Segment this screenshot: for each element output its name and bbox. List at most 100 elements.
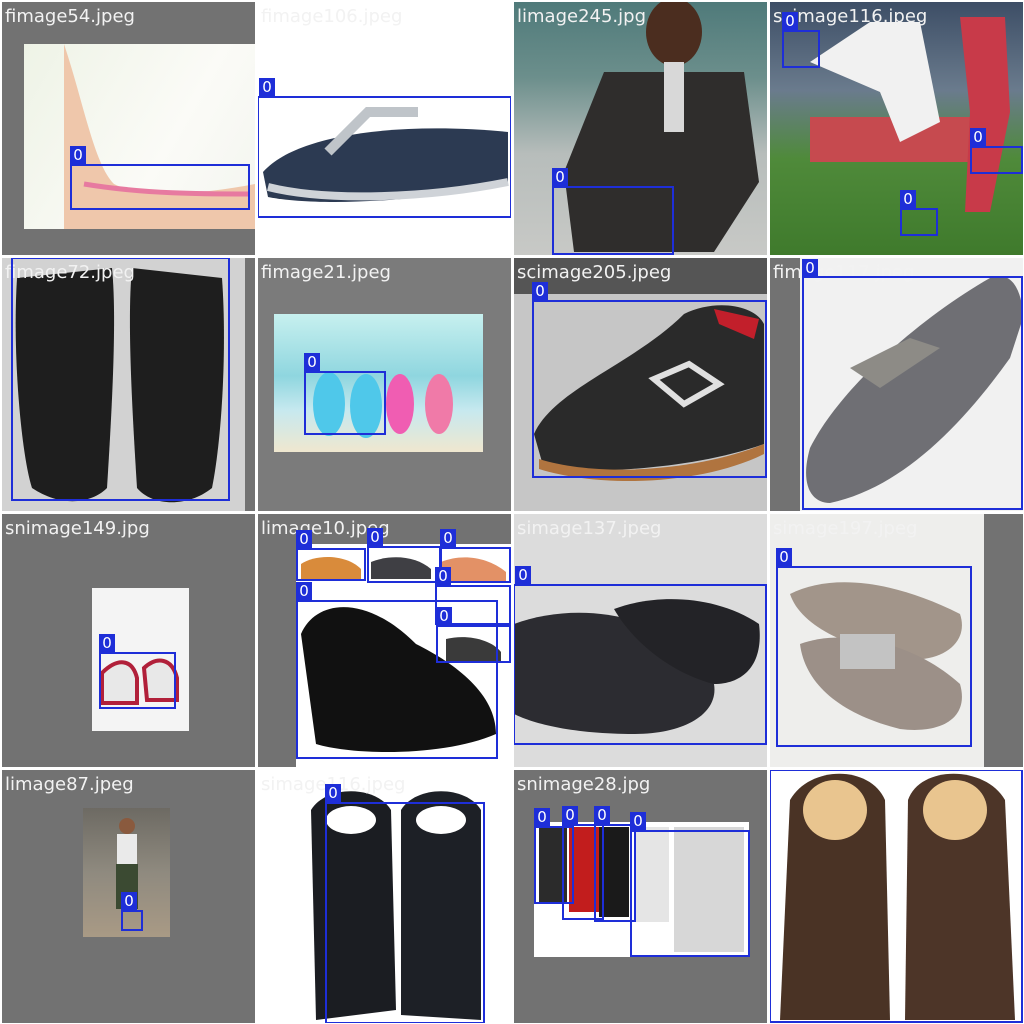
black-slides-illustration (514, 599, 760, 734)
detection-box[interactable]: 0 (296, 582, 498, 759)
detection-box[interactable]: 0 (514, 566, 767, 745)
detection-box[interactable]: 0 (440, 529, 511, 583)
class-label: 0 (900, 190, 916, 208)
detection-box[interactable]: 0 (562, 806, 604, 920)
detection-box[interactable]: 0 (258, 78, 511, 218)
tile-snimage28[interactable]: snimage28.jpg 0 0 0 0 (514, 770, 767, 1023)
detection-box[interactable]: 0 (970, 128, 1023, 174)
class-label: 0 (782, 12, 798, 30)
tile-fimage117[interactable]: fimage117.jpeg 0 (770, 258, 1023, 511)
man-in-suit-illustration (564, 2, 759, 252)
class-label: 0 (594, 806, 610, 824)
tile-brown-loafers[interactable]: 0 (770, 770, 1023, 1023)
photo (296, 770, 494, 1023)
photo (24, 44, 255, 229)
photo (258, 2, 511, 255)
tile-filename: scimage116.jpeg (773, 6, 928, 27)
tile-fimage72[interactable]: fimage72.jpeg 0 (2, 258, 255, 511)
tile-snimage149[interactable]: snimage149.jpg 0 (2, 514, 255, 767)
sneaker-rack-illustration (539, 827, 744, 952)
tile-simage116[interactable]: simage116.jpeg 0 (258, 770, 511, 1023)
sneakers-on-shirt-illustration (100, 658, 179, 705)
class-label: 0 (11, 258, 27, 259)
class-label: 0 (532, 282, 548, 300)
class-label: 0 (304, 353, 320, 371)
class-label: 0 (970, 128, 986, 146)
detection-box[interactable]: 0 (70, 146, 250, 210)
detection-box[interactable]: 0 (552, 168, 674, 255)
brown-loafers-illustration (780, 773, 1015, 1020)
detection-box[interactable]: 0 (630, 812, 750, 957)
photo (2, 258, 245, 511)
detection-box[interactable]: 0 (304, 353, 386, 435)
detection-box[interactable]: 0 (782, 12, 820, 68)
tile-scimage205[interactable]: scimage205.jpeg 0 (514, 258, 767, 511)
detection-box[interactable]: 0 (594, 806, 636, 922)
detection-box[interactable]: 0 (367, 528, 441, 583)
class-label: 0 (367, 528, 383, 546)
class-label: 0 (534, 808, 550, 826)
black-flipflops-illustration (15, 268, 224, 503)
detection-box[interactable]: 0 (11, 258, 230, 501)
tile-fimage21[interactable]: fimage21.jpeg 0 (258, 258, 511, 511)
photo (800, 258, 1023, 511)
photo (770, 770, 1023, 1023)
photo (770, 514, 984, 767)
tile-limage87[interactable]: limage87.jpeg 0 (2, 770, 255, 1023)
detection-box[interactable]: 0 (776, 548, 972, 747)
loafers-collage-illustration (301, 557, 506, 753)
detection-box[interactable]: 0 (802, 259, 1023, 510)
tile-filename: fimage54.jpeg (5, 6, 135, 27)
sneaker-illustration (534, 305, 764, 481)
photo (296, 544, 511, 767)
class-label: 0 (776, 548, 792, 566)
tile-filename: limage245.jpg (517, 6, 646, 27)
tile-filename: fimage72.jpeg (5, 262, 135, 283)
photo (83, 808, 170, 937)
detection-box[interactable]: 0 (99, 634, 176, 709)
tile-filename: fimage106.jpeg (261, 6, 403, 27)
class-label: 0 (436, 607, 452, 625)
tile-fimage106[interactable]: fimage106.jpeg 0 (258, 2, 511, 255)
detection-box[interactable]: 0 (325, 784, 485, 1023)
detection-box[interactable]: 0 (435, 567, 511, 625)
tile-simage137[interactable]: simage137.jpeg 0 (514, 514, 767, 767)
flipflop-illustration (263, 107, 509, 202)
detection-box[interactable]: 0 (436, 607, 511, 663)
photo (514, 294, 767, 511)
class-label: 0 (630, 812, 646, 830)
photo (514, 2, 767, 255)
tile-filename: simage197.jpeg (773, 518, 918, 539)
class-label: 0 (435, 567, 451, 585)
detection-box[interactable]: 0 (296, 530, 366, 581)
detection-box[interactable]: 0 (534, 808, 574, 904)
detection-box[interactable]: 0 (770, 770, 1023, 1023)
detection-box[interactable]: 0 (532, 282, 767, 478)
photo (274, 314, 483, 452)
football-players-illustration (810, 17, 1010, 212)
tile-filename: simage137.jpeg (517, 518, 662, 539)
tile-scimage116[interactable]: scimage116.jpeg 0 0 0 (770, 2, 1023, 255)
holographic-boots-illustration (311, 791, 481, 1020)
tile-filename: snimage149.jpg (5, 518, 150, 539)
tile-limage10[interactable]: limage10.jpeg 0 0 0 0 0 0 (258, 514, 511, 767)
tile-simage197[interactable]: simage197.jpeg 0 (770, 514, 1023, 767)
detection-box[interactable]: 0 (900, 190, 938, 236)
class-label: 0 (296, 530, 312, 548)
tile-limage245[interactable]: limage245.jpg 0 (514, 2, 767, 255)
tile-fimage54[interactable]: fimage54.jpeg 0 (2, 2, 255, 255)
detection-box[interactable]: 0 (121, 892, 143, 931)
tile-filename: scimage205.jpeg (517, 262, 672, 283)
class-label: 0 (440, 529, 456, 547)
class-label: 0 (515, 566, 531, 584)
class-label: 0 (99, 634, 115, 652)
foot-illustration (64, 44, 255, 229)
photo (534, 822, 749, 957)
class-label: 0 (121, 892, 137, 910)
tile-filename: limage87.jpeg (5, 774, 134, 795)
tile-filename: limage10.jpeg (261, 518, 390, 539)
birkenstock-sandals-illustration (790, 582, 962, 730)
beach-flipflops-illustration (313, 372, 453, 438)
class-label: 0 (296, 582, 312, 600)
class-label: 0 (562, 806, 578, 824)
